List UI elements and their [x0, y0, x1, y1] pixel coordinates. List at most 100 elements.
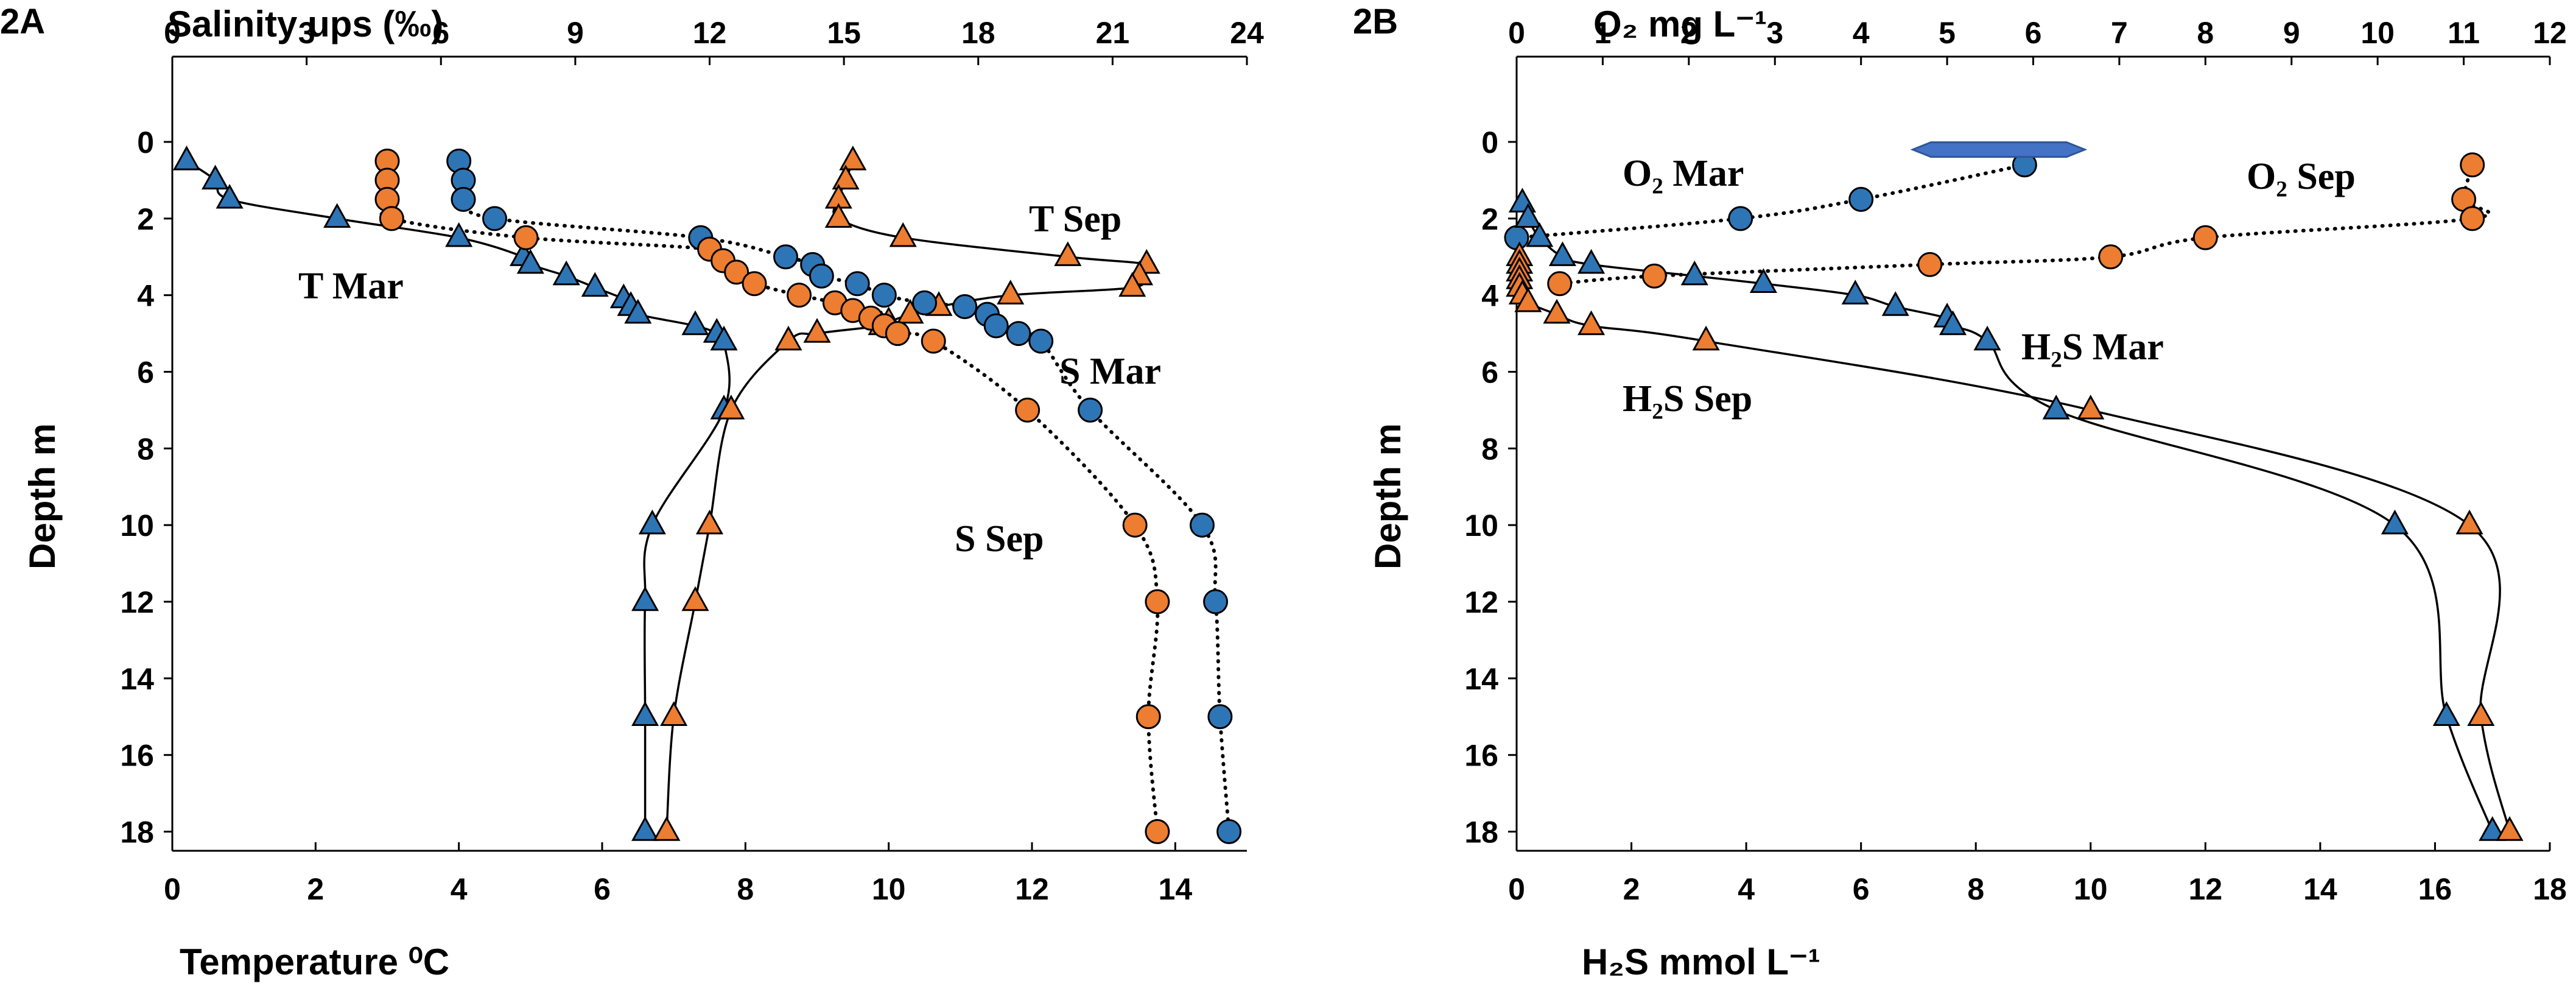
point-t-mar	[710, 325, 738, 351]
point-t-sep	[1054, 241, 1082, 266]
point-t-sep	[774, 325, 802, 351]
bottom-axis-tick-label: 0	[164, 872, 181, 906]
point-s-sep	[513, 225, 539, 250]
point-t-sep	[660, 701, 688, 726]
point-t-mar	[631, 816, 659, 841]
point-t-mar	[216, 183, 244, 209]
bottom-axis-title: Temperature ⁰C	[180, 942, 449, 982]
point-s-mar	[809, 263, 834, 289]
point-s-sep	[885, 321, 910, 347]
y-axis-tick-label: 8	[137, 432, 154, 466]
bottom-axis-tick-label: 12	[1015, 872, 1049, 906]
series-line-o2-sep	[1557, 163, 2491, 286]
point-t-sep	[681, 586, 709, 611]
point-t-sep	[832, 164, 860, 190]
point-h2s-mar	[1526, 222, 1554, 247]
bottom-axis-tick-label: 16	[2418, 872, 2452, 906]
series-label-h2s-mar: H₂S Mar	[2021, 326, 2164, 368]
point-o2-sep	[1917, 252, 1943, 277]
top-axis-title: Salinity ups (‰)	[167, 4, 443, 44]
point-s-sep	[921, 328, 946, 354]
point-s-sep	[724, 259, 749, 285]
panel-label: 2B	[1353, 2, 1398, 41]
point-t-mar	[552, 260, 580, 286]
y-axis-tick-label: 4	[1481, 279, 1498, 313]
point-h2s-sep	[1514, 287, 1542, 312]
point-h2s-mar	[1514, 203, 1542, 228]
bottom-axis-title: H₂S mmol L⁻¹	[1582, 942, 1820, 982]
y-axis-tick-label: 2	[137, 202, 154, 236]
bottom-axis-tick-label: 2	[1623, 872, 1640, 906]
point-o2-sep	[2098, 244, 2124, 270]
series-label-t-mar: T Mar	[298, 266, 404, 307]
y-axis-title: Depth m	[1367, 423, 1408, 569]
top-axis-tick-label: 9	[567, 16, 584, 50]
point-s-mar	[482, 206, 507, 231]
point-t-sep	[717, 395, 745, 420]
point-t-sep	[695, 509, 724, 535]
top-axis-tick-label: 0	[164, 16, 181, 50]
point-o2-mar	[1504, 225, 1529, 250]
top-axis-tick-label: 0	[1508, 16, 1525, 50]
point-h2s-mar	[2042, 395, 2070, 420]
point-s-mar	[1207, 704, 1233, 730]
point-s-mar	[451, 186, 476, 212]
point-h2s-sep	[2455, 509, 2483, 535]
point-t-sep	[839, 146, 867, 171]
point-h2s-sep	[2496, 816, 2524, 841]
series-label-t-sep: T Sep	[1029, 199, 1121, 240]
bottom-axis-tick-label: 0	[1508, 872, 1525, 906]
y-axis-tick-label: 8	[1481, 432, 1498, 466]
top-axis-tick-label: 15	[827, 16, 861, 50]
point-h2s-mar	[2432, 701, 2460, 726]
y-axis-tick-label: 6	[1481, 356, 1498, 390]
series-label-o2-sep: O₂ Sep	[2247, 156, 2356, 197]
top-axis-tick-label: 3	[1766, 16, 1783, 50]
y-axis-tick-label: 0	[1481, 125, 1498, 160]
point-t-sep	[824, 203, 852, 228]
point-t-sep	[653, 816, 681, 841]
point-o2-mar	[1728, 206, 1753, 231]
point-t-mar	[445, 222, 473, 247]
series-line-t-mar	[186, 160, 731, 832]
top-axis-tick-label: 6	[2025, 16, 2042, 50]
point-s-sep	[1145, 589, 1170, 614]
point-s-mar	[983, 313, 1009, 339]
series-line-o2-mar	[1515, 163, 2027, 240]
bottom-axis-tick-label: 10	[2074, 872, 2108, 906]
y-axis-tick-label: 10	[120, 509, 154, 543]
point-s-mar	[1006, 321, 1031, 347]
top-axis-tick-label: 12	[2533, 16, 2567, 50]
point-t-sep	[803, 318, 831, 343]
point-s-sep	[1122, 512, 1148, 538]
bottom-axis-tick-label: 14	[2303, 872, 2337, 906]
point-t-mar	[516, 248, 544, 274]
point-s-mar	[1189, 512, 1215, 538]
point-s-mar	[773, 244, 799, 270]
point-t-mar	[323, 203, 351, 228]
point-o2-sep	[1547, 271, 1573, 297]
bottom-axis-tick-label: 6	[594, 872, 611, 906]
top-axis-title: O₂ mg L⁻¹	[1593, 4, 1767, 44]
point-h2s-mar	[1578, 248, 1606, 274]
top-axis-tick-label: 3	[298, 16, 315, 50]
top-axis-tick-label: 7	[2111, 16, 2128, 50]
point-h2s-sep	[1543, 298, 1571, 324]
top-axis-tick-label: 18	[961, 16, 995, 50]
top-axis-tick-label: 12	[693, 16, 727, 50]
point-h2s-sep	[1692, 325, 1720, 351]
bottom-axis-tick-label: 8	[1967, 872, 1984, 906]
point-h2s-sep	[1578, 310, 1606, 336]
y-axis-title: Depth m	[22, 423, 63, 569]
top-axis-tick-label: 8	[2197, 16, 2214, 50]
point-s-mar	[844, 271, 870, 297]
point-h2s-mar	[1841, 280, 1869, 305]
point-t-sep	[1118, 272, 1146, 297]
point-s-mar	[1203, 589, 1229, 614]
point-t-mar	[624, 298, 652, 324]
surface-arrow-icon	[1910, 141, 2088, 158]
point-o2-sep	[2460, 152, 2485, 178]
point-h2s-mar	[1680, 260, 1708, 286]
